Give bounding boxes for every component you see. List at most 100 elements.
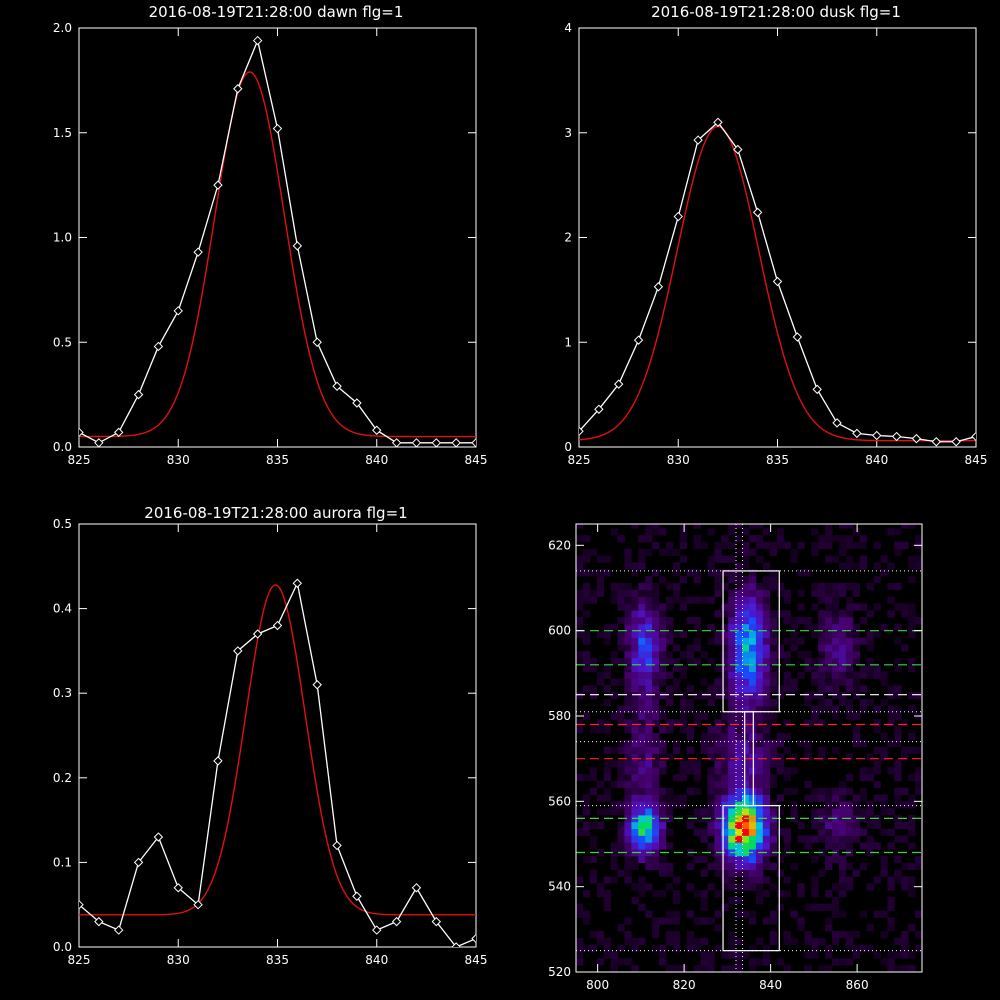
dawn-observed-line <box>79 38 476 444</box>
heatmap-cell <box>804 623 812 631</box>
heatmap-cell <box>880 623 888 631</box>
heatmap-cell <box>852 712 861 720</box>
heatmap-cell <box>728 671 736 679</box>
heatmap-cell <box>749 842 757 850</box>
heatmap-cell <box>631 733 639 741</box>
heatmap-cell <box>755 596 764 604</box>
heatmap-cell <box>707 746 715 754</box>
heatmap-cell <box>859 535 867 543</box>
heatmap-cell <box>825 842 833 850</box>
heatmap-cell <box>721 842 729 850</box>
heatmap-cell <box>652 828 660 836</box>
heatmap-cell <box>624 774 632 782</box>
dawn-data-point <box>352 398 362 408</box>
heatmap-cell <box>700 541 708 550</box>
heatmap-cell <box>839 890 847 898</box>
heatmap-cell <box>721 801 729 809</box>
heatmap-cell <box>769 548 778 556</box>
heatmap-cell <box>755 678 764 686</box>
dusk-xtick-label: 830 <box>667 453 690 467</box>
heatmap-cell <box>610 965 618 972</box>
heatmap-cell <box>582 774 591 782</box>
heatmap-cell <box>873 767 881 775</box>
heatmap-cell <box>790 617 798 625</box>
heatmap-cell <box>762 862 771 870</box>
heatmap-cell <box>596 630 605 638</box>
heatmap-cell <box>790 678 798 686</box>
heatmap-cell <box>589 835 598 843</box>
heatmap-cell <box>645 794 653 802</box>
heatmap-cell <box>873 746 881 754</box>
heatmap-cell <box>880 910 888 918</box>
heatmap-cell <box>728 528 736 536</box>
heatmap-cell <box>797 924 805 932</box>
heatmap-cell <box>769 685 778 693</box>
heatmap-cell <box>728 855 736 864</box>
heatmap-cell <box>887 528 895 536</box>
heatmap-cell <box>783 842 791 850</box>
heatmap-cell <box>762 842 771 850</box>
heatmap-cell <box>818 535 826 543</box>
aurora-data-point <box>292 578 303 588</box>
heatmap-cell <box>852 644 861 652</box>
heatmap-cell <box>915 617 922 625</box>
heatmap-cell <box>582 917 591 925</box>
heatmap-cell <box>582 535 591 543</box>
heatmap-cell <box>596 569 605 577</box>
heatmap-cell <box>707 842 715 850</box>
heatmap-cell <box>859 617 867 625</box>
heatmap-cell <box>811 883 819 891</box>
heatmap-cell <box>769 753 778 761</box>
heatmap-cell <box>576 910 584 918</box>
heatmap-cell <box>755 603 764 611</box>
heatmap-cell <box>755 821 764 829</box>
heatmap-cell <box>832 617 840 625</box>
heatmap-cell <box>839 623 847 631</box>
heatmap-cell <box>617 924 625 932</box>
heatmap-cell <box>839 855 847 864</box>
dawn-plot-area <box>79 35 476 447</box>
heatmap-cell <box>755 855 764 864</box>
heatmap-cell <box>825 658 833 666</box>
heatmap-cell <box>707 528 715 536</box>
heatmap-cell <box>749 637 757 645</box>
heatmap-cell <box>825 808 833 816</box>
heatmap-cell <box>638 582 646 591</box>
heatmap-cell <box>832 705 840 713</box>
heatmap-cell <box>631 589 639 597</box>
heatmap-cell <box>887 808 895 816</box>
aurora-data-point <box>252 629 263 639</box>
heatmap-cell <box>894 664 902 672</box>
heatmap-cell <box>887 739 895 748</box>
heatmap-cell <box>749 808 757 816</box>
heatmap-cell <box>631 630 639 638</box>
heatmap-cell <box>859 944 867 952</box>
heatmap-cell <box>638 726 646 734</box>
heatmap-cell <box>783 767 791 775</box>
heatmap-cell <box>576 569 584 577</box>
heatmap-cell <box>742 808 750 816</box>
heatmap-cell <box>693 658 701 666</box>
heatmap-cell <box>617 589 625 597</box>
heatmap-cell <box>749 726 757 734</box>
heatmap-cell <box>832 828 840 836</box>
heatmap-cell <box>652 664 660 672</box>
heatmap-cell <box>666 808 674 816</box>
heatmap-cell <box>693 944 701 952</box>
heatmap-cell <box>845 876 854 884</box>
heatmap-cell <box>832 931 840 939</box>
heatmap-cell <box>728 931 736 939</box>
heatmap-cell <box>818 658 826 666</box>
heatmap-cell <box>749 603 757 611</box>
heatmap-cell <box>769 705 778 713</box>
heatmap-cell <box>762 801 771 809</box>
heatmap-cell <box>645 712 653 720</box>
heatmap-cell <box>652 705 660 713</box>
heatmap-cell <box>845 644 854 652</box>
heatmap-cell <box>707 808 715 816</box>
heatmap-cell <box>845 617 854 625</box>
heatmap-cell <box>894 548 902 556</box>
heatmap-cell <box>790 862 798 870</box>
heatmap-cell <box>825 924 833 932</box>
heatmap-cell <box>749 835 757 843</box>
